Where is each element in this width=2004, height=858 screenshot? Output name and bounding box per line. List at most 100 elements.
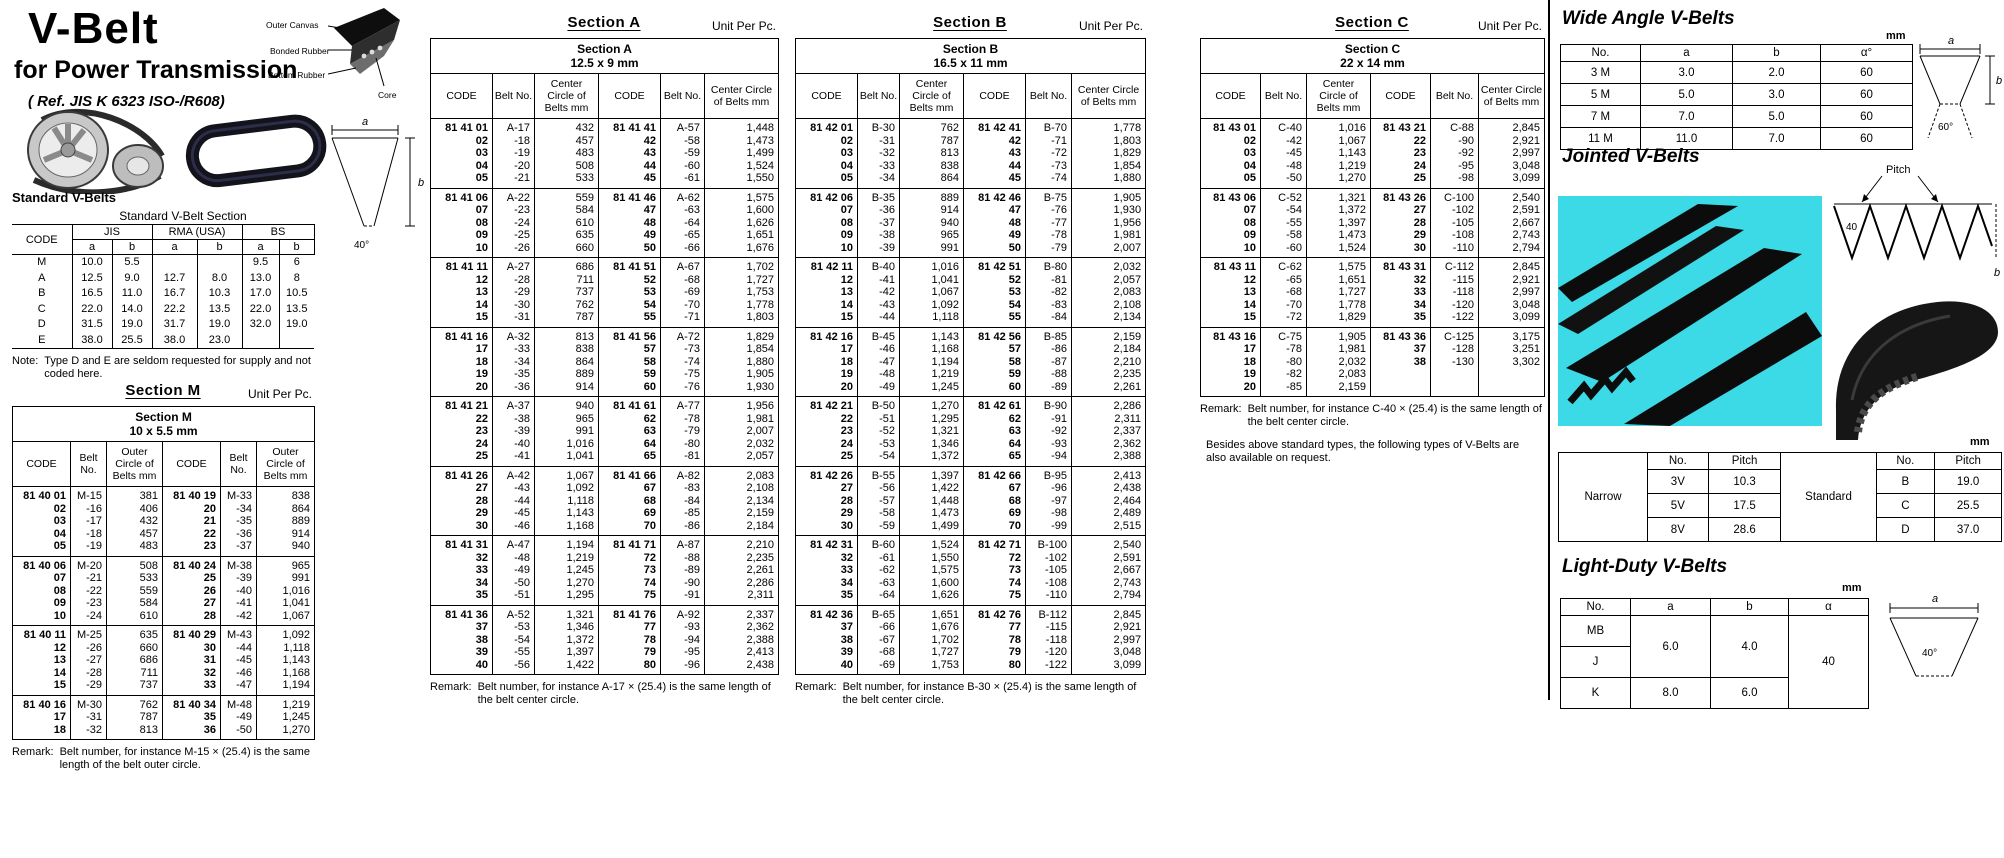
belt-no-cell: -31 xyxy=(70,711,107,724)
code-cell: 12 xyxy=(12,641,71,654)
code-cell: 07 xyxy=(430,204,493,217)
circle-cell: 2,438 xyxy=(703,658,780,675)
circle-cell: 2,667 xyxy=(1070,564,1147,577)
code-cell: 53 xyxy=(598,286,661,299)
belt-no-cell: -33 xyxy=(492,343,535,356)
circle-cell: 1,727 xyxy=(899,646,964,659)
code-cell: 03 xyxy=(1200,147,1261,160)
svg-text:40: 40 xyxy=(1846,222,1858,233)
col-header-alpha: α° xyxy=(1820,44,1913,62)
circle-cell: 686 xyxy=(106,654,163,667)
code-cell: 35 xyxy=(430,589,493,605)
svg-text:60°: 60° xyxy=(1938,122,1953,133)
table-row: 04 -20 508 44 -60 1,524 xyxy=(430,159,780,172)
cell: 8.0 xyxy=(196,270,242,286)
belt-no-cell: -36 xyxy=(220,527,257,540)
circle-cell: 2,057 xyxy=(1070,273,1147,286)
circle-cell: 1,219 xyxy=(255,695,316,711)
circle-cell: 2,337 xyxy=(703,605,780,621)
code-cell: 49 xyxy=(598,229,661,242)
table-row: 81 43 11 C-62 1,575 81 43 31 C-112 2,845 xyxy=(1200,257,1545,274)
code-cell: 55 xyxy=(598,311,661,327)
table-row: 81 42 36 B-65 1,651 81 42 76 B-112 2,845 xyxy=(795,605,1147,621)
belt-no-cell: -48 xyxy=(492,551,535,564)
belt-no-cell: -89 xyxy=(660,564,705,577)
col-header-circle: Outer Circle of Belts mm xyxy=(255,441,316,487)
circle-cell: 762 xyxy=(106,695,163,711)
code-cell: 09 xyxy=(1200,229,1261,242)
col-header-code: CODE xyxy=(598,73,661,119)
table-row: 11 M 11.0 7.0 60 xyxy=(1560,127,1913,150)
circle-cell: 914 xyxy=(899,204,964,217)
code-cell: 10 xyxy=(12,609,71,626)
circle-cell: 2,591 xyxy=(1478,204,1545,217)
circle-cell: 2,845 xyxy=(1070,605,1147,621)
code-cell: 19 xyxy=(430,368,493,381)
col-header-no: No. xyxy=(1560,44,1641,62)
cell: 5V xyxy=(1647,493,1709,518)
code-cell: 02 xyxy=(1200,134,1261,147)
circle-cell: 2,413 xyxy=(1070,466,1147,482)
col-header-circle: Center Circle of Belts mm xyxy=(703,73,780,119)
table-row: 13 -68 1,727 33 -118 2,997 xyxy=(1200,286,1545,299)
belt-no-cell: -102 xyxy=(1430,204,1479,217)
code-cell: 81 42 31 xyxy=(795,535,858,552)
code-cell: 59 xyxy=(598,368,661,381)
circle-cell: 584 xyxy=(534,204,599,217)
belt-no-cell: -110 xyxy=(1430,241,1479,258)
belt-no-cell: -97 xyxy=(1025,494,1072,507)
code-cell: 81 42 56 xyxy=(963,327,1026,343)
cell: 10.5 xyxy=(278,286,314,302)
cell: J xyxy=(1560,646,1631,678)
circle-cell: 1,575 xyxy=(899,564,964,577)
cell: 8.0 xyxy=(1630,677,1711,709)
code-cell: 38 xyxy=(1370,355,1431,368)
code-group: 81 43 16 C-75 1,905 81 43 36 C-125 3,175 17 -78… xyxy=(1200,327,1545,397)
table-row: 81 41 21 A-37 940 81 41 61 A-77 1,956 xyxy=(430,396,780,413)
code-group: 81 40 06 M-20 508 81 40 24 M-38 965 07 -21 533 25… xyxy=(12,556,316,626)
code-cell: 63 xyxy=(598,425,661,438)
belt-no-cell: -82 xyxy=(1025,286,1072,299)
code-cell: 47 xyxy=(598,204,661,217)
circle-cell: 2,337 xyxy=(1070,425,1147,438)
belt-no-cell: -24 xyxy=(492,216,535,229)
belt-no-cell: -37 xyxy=(857,216,900,229)
circle-cell: 864 xyxy=(255,502,316,515)
code-cell: 22 xyxy=(795,412,858,425)
belt-no-cell: -18 xyxy=(70,527,107,540)
circle-cell: 838 xyxy=(255,486,316,503)
code-cell: 15 xyxy=(1200,311,1261,327)
table-row: 22 -51 1,295 62 -91 2,311 xyxy=(795,412,1147,425)
wide-angle-table: No. a b α° 3 M 3.0 2.0 60 5 M 5.0 3.0 60 7 M 7.0 5… xyxy=(1560,44,1913,150)
belt-no-cell: M-48 xyxy=(220,695,257,711)
belt-no-cell: -51 xyxy=(857,412,900,425)
code-cell: 13 xyxy=(430,286,493,299)
circle-cell: 1,854 xyxy=(703,343,780,356)
code-cell: 38 xyxy=(430,633,493,646)
table-row: 07 -54 1,372 27 -102 2,591 xyxy=(1200,204,1545,217)
col-header-belt-no: Belt No. xyxy=(1430,73,1479,119)
table-row: 02 -18 457 42 -58 1,473 xyxy=(430,134,780,147)
table-row: MB 6.0 4.0 40 xyxy=(1560,615,1869,709)
section-b: Section B Unit Per Pc. Section B 16.5 x 1… xyxy=(795,14,1147,707)
belt-no-cell: B-70 xyxy=(1025,118,1072,135)
light-duty-table: No. a b α MB 6.0 4.0 40 J K 8.0 6.0 xyxy=(1560,598,1869,709)
belt-no-cell: -28 xyxy=(70,666,107,679)
code-cell: 52 xyxy=(963,273,1026,286)
code-cell: 77 xyxy=(598,621,661,634)
circle-cell: 3,099 xyxy=(1070,658,1147,675)
code-cell: 81 41 46 xyxy=(598,188,661,204)
section-m-heading: Section M xyxy=(125,382,201,399)
circle-cell: 1,575 xyxy=(703,188,780,204)
belt-no-cell: -95 xyxy=(1430,159,1479,172)
code-cell: 30 xyxy=(162,641,221,654)
code-cell: 10 xyxy=(795,241,858,258)
svg-text:40°: 40° xyxy=(354,240,369,251)
table-row: 32 -48 1,219 72 -88 2,235 xyxy=(430,551,780,564)
circle-cell: 965 xyxy=(899,229,964,242)
cell: 3.0 xyxy=(1640,61,1733,84)
belt-no-cell: -40 xyxy=(220,584,257,597)
circle-cell: 2,921 xyxy=(1478,273,1545,286)
code-cell: 81 41 36 xyxy=(430,605,493,621)
code-cell: 08 xyxy=(430,216,493,229)
